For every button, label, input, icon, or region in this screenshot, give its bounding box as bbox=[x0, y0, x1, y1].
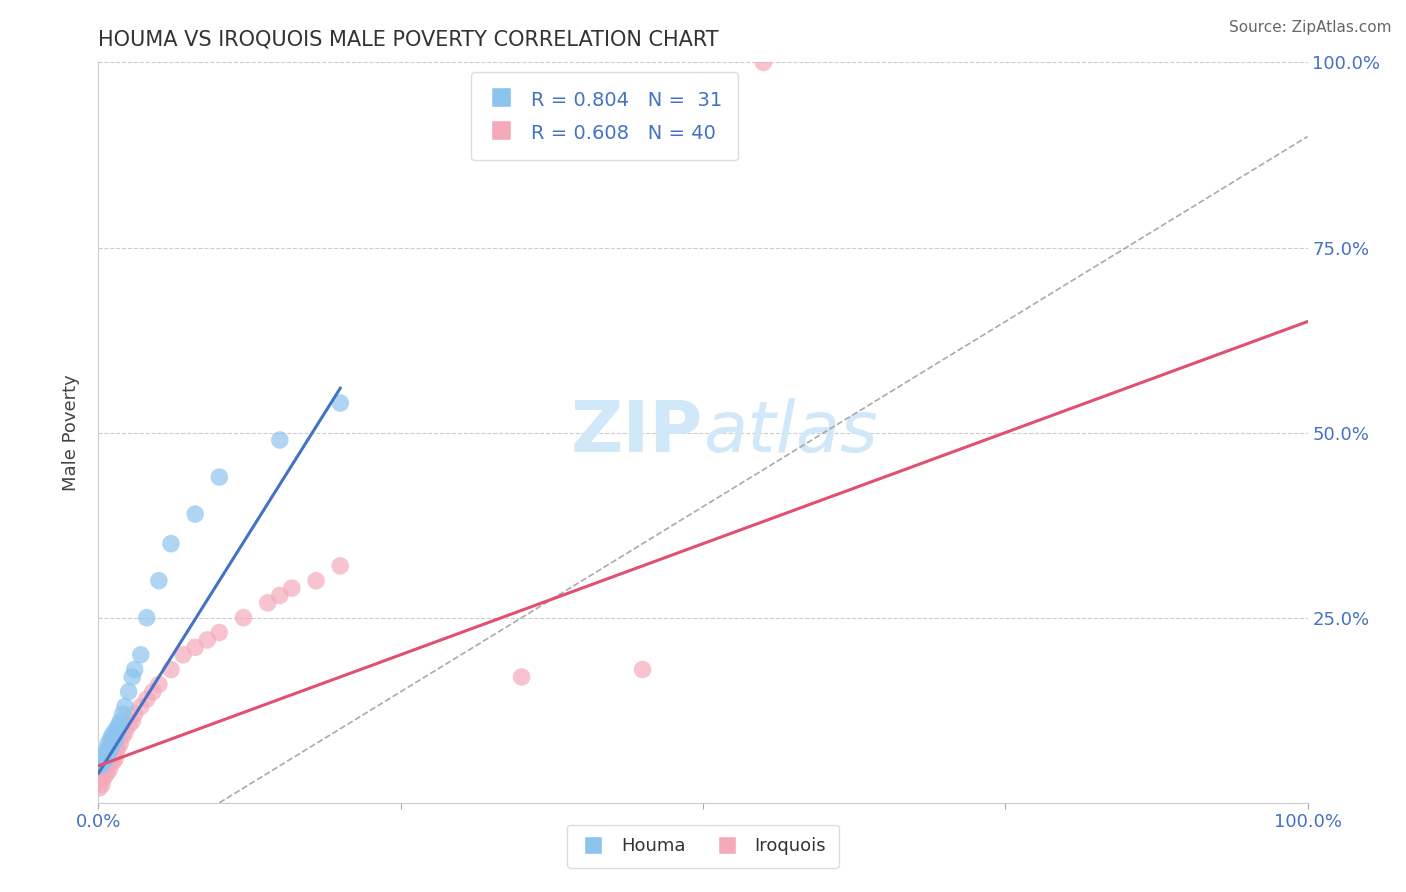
Point bbox=[100, 740, 122, 755]
Point bbox=[129, 699, 152, 714]
Point bbox=[184, 640, 207, 655]
Point bbox=[510, 670, 533, 684]
Point bbox=[148, 677, 170, 691]
Point bbox=[118, 685, 141, 699]
Text: atlas: atlas bbox=[703, 398, 877, 467]
Point bbox=[97, 737, 120, 751]
Point bbox=[142, 685, 165, 699]
Legend: Houma, Iroquois: Houma, Iroquois bbox=[567, 824, 839, 868]
Point bbox=[107, 740, 129, 755]
Point bbox=[135, 610, 157, 624]
Point bbox=[103, 725, 125, 739]
Point bbox=[91, 777, 114, 791]
Point bbox=[91, 755, 114, 769]
Point bbox=[104, 732, 127, 747]
Point bbox=[329, 396, 352, 410]
Point bbox=[105, 744, 128, 758]
Point bbox=[631, 663, 654, 677]
Point bbox=[160, 536, 183, 550]
Point bbox=[208, 625, 231, 640]
Point bbox=[121, 714, 143, 729]
Point bbox=[103, 747, 125, 762]
Point bbox=[96, 751, 118, 765]
Point bbox=[107, 725, 129, 739]
Point bbox=[93, 747, 115, 762]
Point bbox=[89, 780, 111, 795]
Point bbox=[94, 744, 117, 758]
Y-axis label: Male Poverty: Male Poverty bbox=[62, 375, 80, 491]
Point bbox=[160, 663, 183, 677]
Point bbox=[100, 732, 122, 747]
Point bbox=[118, 718, 141, 732]
Point bbox=[195, 632, 218, 647]
Point bbox=[208, 470, 231, 484]
Point bbox=[305, 574, 328, 588]
Point bbox=[269, 433, 291, 447]
Point bbox=[114, 699, 136, 714]
Point bbox=[91, 766, 114, 780]
Point bbox=[98, 763, 121, 777]
Text: ZIP: ZIP bbox=[571, 398, 703, 467]
Point bbox=[94, 763, 117, 777]
Point bbox=[269, 589, 291, 603]
Point bbox=[101, 755, 124, 769]
Point bbox=[93, 770, 115, 784]
Point bbox=[104, 751, 127, 765]
Point bbox=[232, 610, 254, 624]
Point bbox=[124, 706, 146, 721]
Point bbox=[256, 596, 278, 610]
Point bbox=[111, 729, 134, 743]
Point bbox=[172, 648, 194, 662]
Point bbox=[184, 507, 207, 521]
Point bbox=[108, 737, 131, 751]
Point bbox=[121, 670, 143, 684]
Point bbox=[101, 737, 124, 751]
Point bbox=[329, 558, 352, 573]
Point bbox=[96, 766, 118, 780]
Point bbox=[124, 663, 146, 677]
Point bbox=[752, 55, 775, 70]
Point bbox=[97, 758, 120, 772]
Point bbox=[100, 751, 122, 765]
Point bbox=[90, 758, 112, 772]
Point bbox=[100, 755, 122, 769]
Point bbox=[108, 718, 131, 732]
Point bbox=[111, 706, 134, 721]
Point bbox=[281, 581, 304, 595]
Point bbox=[90, 773, 112, 788]
Point bbox=[100, 729, 122, 743]
Point bbox=[129, 648, 152, 662]
Point bbox=[135, 692, 157, 706]
Point bbox=[108, 714, 131, 729]
Point bbox=[91, 751, 114, 765]
Text: HOUMA VS IROQUOIS MALE POVERTY CORRELATION CHART: HOUMA VS IROQUOIS MALE POVERTY CORRELATI… bbox=[98, 29, 718, 50]
Point bbox=[114, 725, 136, 739]
Point bbox=[105, 722, 128, 736]
Point bbox=[98, 744, 121, 758]
Point bbox=[148, 574, 170, 588]
Text: Source: ZipAtlas.com: Source: ZipAtlas.com bbox=[1229, 20, 1392, 35]
